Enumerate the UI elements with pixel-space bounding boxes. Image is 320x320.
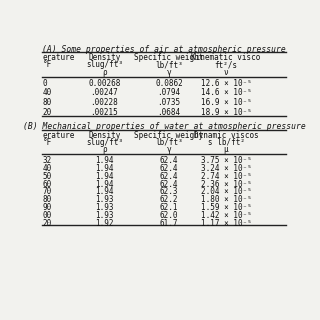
Text: 61.7: 61.7 (160, 219, 178, 228)
Text: 2.36 × 10⁻⁵: 2.36 × 10⁻⁵ (201, 180, 252, 188)
Text: 1.92: 1.92 (95, 219, 114, 228)
Text: °F: °F (43, 60, 52, 69)
Text: 1.17 × 10⁻⁵: 1.17 × 10⁻⁵ (201, 219, 252, 228)
Text: 40: 40 (43, 164, 52, 173)
Text: ρ: ρ (102, 145, 107, 154)
Text: 12.6 × 10⁻⁵: 12.6 × 10⁻⁵ (201, 79, 252, 88)
Text: 62.4: 62.4 (160, 156, 178, 165)
Text: 62.2: 62.2 (160, 195, 178, 204)
Text: Specific weight: Specific weight (134, 131, 204, 140)
Text: 62.1: 62.1 (160, 203, 178, 212)
Text: 2.74 × 10⁻⁵: 2.74 × 10⁻⁵ (201, 172, 252, 181)
Text: .00247: .00247 (91, 88, 118, 97)
Text: 1.93: 1.93 (95, 203, 114, 212)
Text: 18.9 × 10⁻⁵: 18.9 × 10⁻⁵ (201, 108, 252, 117)
Text: Specific weight: Specific weight (134, 53, 204, 62)
Text: Kinematic visco: Kinematic visco (191, 53, 261, 62)
Text: .0794: .0794 (157, 88, 180, 97)
Text: 90: 90 (43, 203, 52, 212)
Text: 1.94: 1.94 (95, 188, 114, 196)
Text: erature: erature (43, 131, 75, 140)
Text: .0735: .0735 (157, 98, 180, 107)
Text: 3.75 × 10⁻⁵: 3.75 × 10⁻⁵ (201, 156, 252, 165)
Text: 1.59 × 10⁻⁵: 1.59 × 10⁻⁵ (201, 203, 252, 212)
Text: 0: 0 (43, 79, 47, 88)
Text: γ: γ (167, 145, 171, 154)
Text: 20: 20 (43, 108, 52, 117)
Text: slug/ft³: slug/ft³ (86, 60, 123, 69)
Text: 1.80 × 10⁻⁵: 1.80 × 10⁻⁵ (201, 195, 252, 204)
Text: erature: erature (43, 53, 75, 62)
Text: 1.42 × 10⁻⁵: 1.42 × 10⁻⁵ (201, 211, 252, 220)
Text: 1.93: 1.93 (95, 211, 114, 220)
Text: 1.94: 1.94 (95, 172, 114, 181)
Text: (A) Some properties of air at atmospheric pressure: (A) Some properties of air at atmospheri… (42, 44, 286, 53)
Text: 3.24 × 10⁻⁵: 3.24 × 10⁻⁵ (201, 164, 252, 173)
Text: 14.6 × 10⁻⁵: 14.6 × 10⁻⁵ (201, 88, 252, 97)
Text: (B) Mechanical properties of water at atmospheric pressure: (B) Mechanical properties of water at at… (23, 122, 305, 131)
Text: Density: Density (88, 131, 121, 140)
Text: 40: 40 (43, 88, 52, 97)
Text: 70: 70 (43, 188, 52, 196)
Text: 1.94: 1.94 (95, 164, 114, 173)
Text: 60: 60 (43, 180, 52, 188)
Text: γ: γ (167, 68, 171, 77)
Text: 62.4: 62.4 (160, 180, 178, 188)
Text: 1.93: 1.93 (95, 195, 114, 204)
Text: s lb/ft²: s lb/ft² (207, 138, 244, 147)
Text: μ: μ (224, 145, 228, 154)
Text: 80: 80 (43, 195, 52, 204)
Text: .00228: .00228 (91, 98, 118, 107)
Text: 0.00268: 0.00268 (88, 79, 121, 88)
Text: .0684: .0684 (157, 108, 180, 117)
Text: 62.3: 62.3 (160, 188, 178, 196)
Text: 16.9 × 10⁻⁵: 16.9 × 10⁻⁵ (201, 98, 252, 107)
Text: 1.94: 1.94 (95, 156, 114, 165)
Text: 62.0: 62.0 (160, 211, 178, 220)
Text: 2.04 × 10⁻⁵: 2.04 × 10⁻⁵ (201, 188, 252, 196)
Text: 00: 00 (43, 211, 52, 220)
Text: lb/ft³: lb/ft³ (155, 138, 183, 147)
Text: 50: 50 (43, 172, 52, 181)
Text: Dynamic viscos: Dynamic viscos (194, 131, 258, 140)
Text: 62.4: 62.4 (160, 172, 178, 181)
Text: ft²/s: ft²/s (214, 60, 237, 69)
Text: ρ: ρ (102, 68, 107, 77)
Text: Density: Density (88, 53, 121, 62)
Text: .00215: .00215 (91, 108, 118, 117)
Text: 80: 80 (43, 98, 52, 107)
Text: °F: °F (43, 138, 52, 147)
Text: 20: 20 (43, 219, 52, 228)
Text: slug/ft³: slug/ft³ (86, 138, 123, 147)
Text: 0.0862: 0.0862 (155, 79, 183, 88)
Text: 1.94: 1.94 (95, 180, 114, 188)
Text: 62.4: 62.4 (160, 164, 178, 173)
Text: lb/ft³: lb/ft³ (155, 60, 183, 69)
Text: ν: ν (224, 68, 228, 77)
Text: 32: 32 (43, 156, 52, 165)
